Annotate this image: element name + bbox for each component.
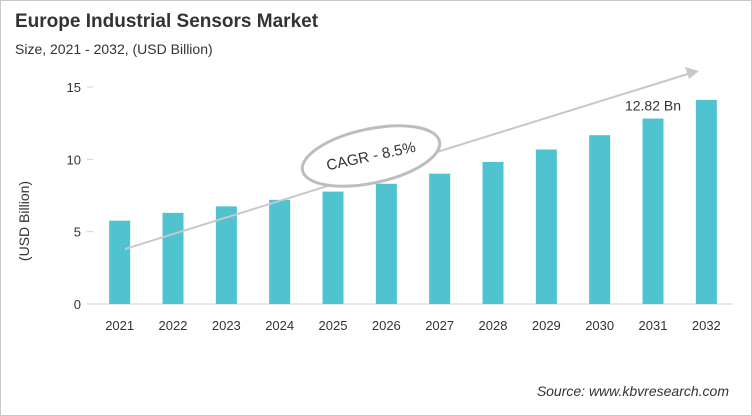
x-tick-label: 2023 [212,318,241,333]
bar-2029 [535,149,557,304]
y-axis-label: (USD Billion) [16,181,32,261]
x-tick-label: 2031 [639,318,668,333]
x-tick-label: 2032 [692,318,721,333]
bar-2023 [215,206,237,304]
bar-2027 [429,173,451,304]
trend-arrow-head [685,67,699,79]
bar-2022 [162,212,184,304]
bar-2030 [589,135,611,304]
bar-2028 [482,161,504,304]
bar-2026 [375,183,397,304]
x-tick-label: 2028 [479,318,508,333]
cagr-ellipse [300,124,442,188]
bar-2025 [322,191,344,304]
bar-2031 [642,118,664,305]
x-tick-label: 2029 [532,318,561,333]
data-label-2031: 12.82 Bn [625,98,681,114]
bar-2032 [695,99,717,304]
x-tick-label: 2027 [425,318,454,333]
y-tick-label: 0 [74,297,81,312]
y-tick-label: 15 [67,80,81,95]
chart-subtitle: Size, 2021 - 2032, (USD Billion) [15,41,213,57]
x-tick-label: 2024 [265,318,294,333]
source-note: Source: www.kbvresearch.com [536,383,729,399]
x-tick-label: 2022 [159,318,188,333]
x-tick-label: 2026 [372,318,401,333]
y-tick-label: 5 [74,225,81,240]
y-tick-label: 10 [67,152,81,167]
chart-title: Europe Industrial Sensors Market [15,11,319,32]
bar-2024 [269,199,291,304]
bar-2021 [109,220,131,304]
x-tick-label: 2021 [105,318,134,333]
x-tick-label: 2030 [585,318,614,333]
x-tick-label: 2025 [319,318,348,333]
